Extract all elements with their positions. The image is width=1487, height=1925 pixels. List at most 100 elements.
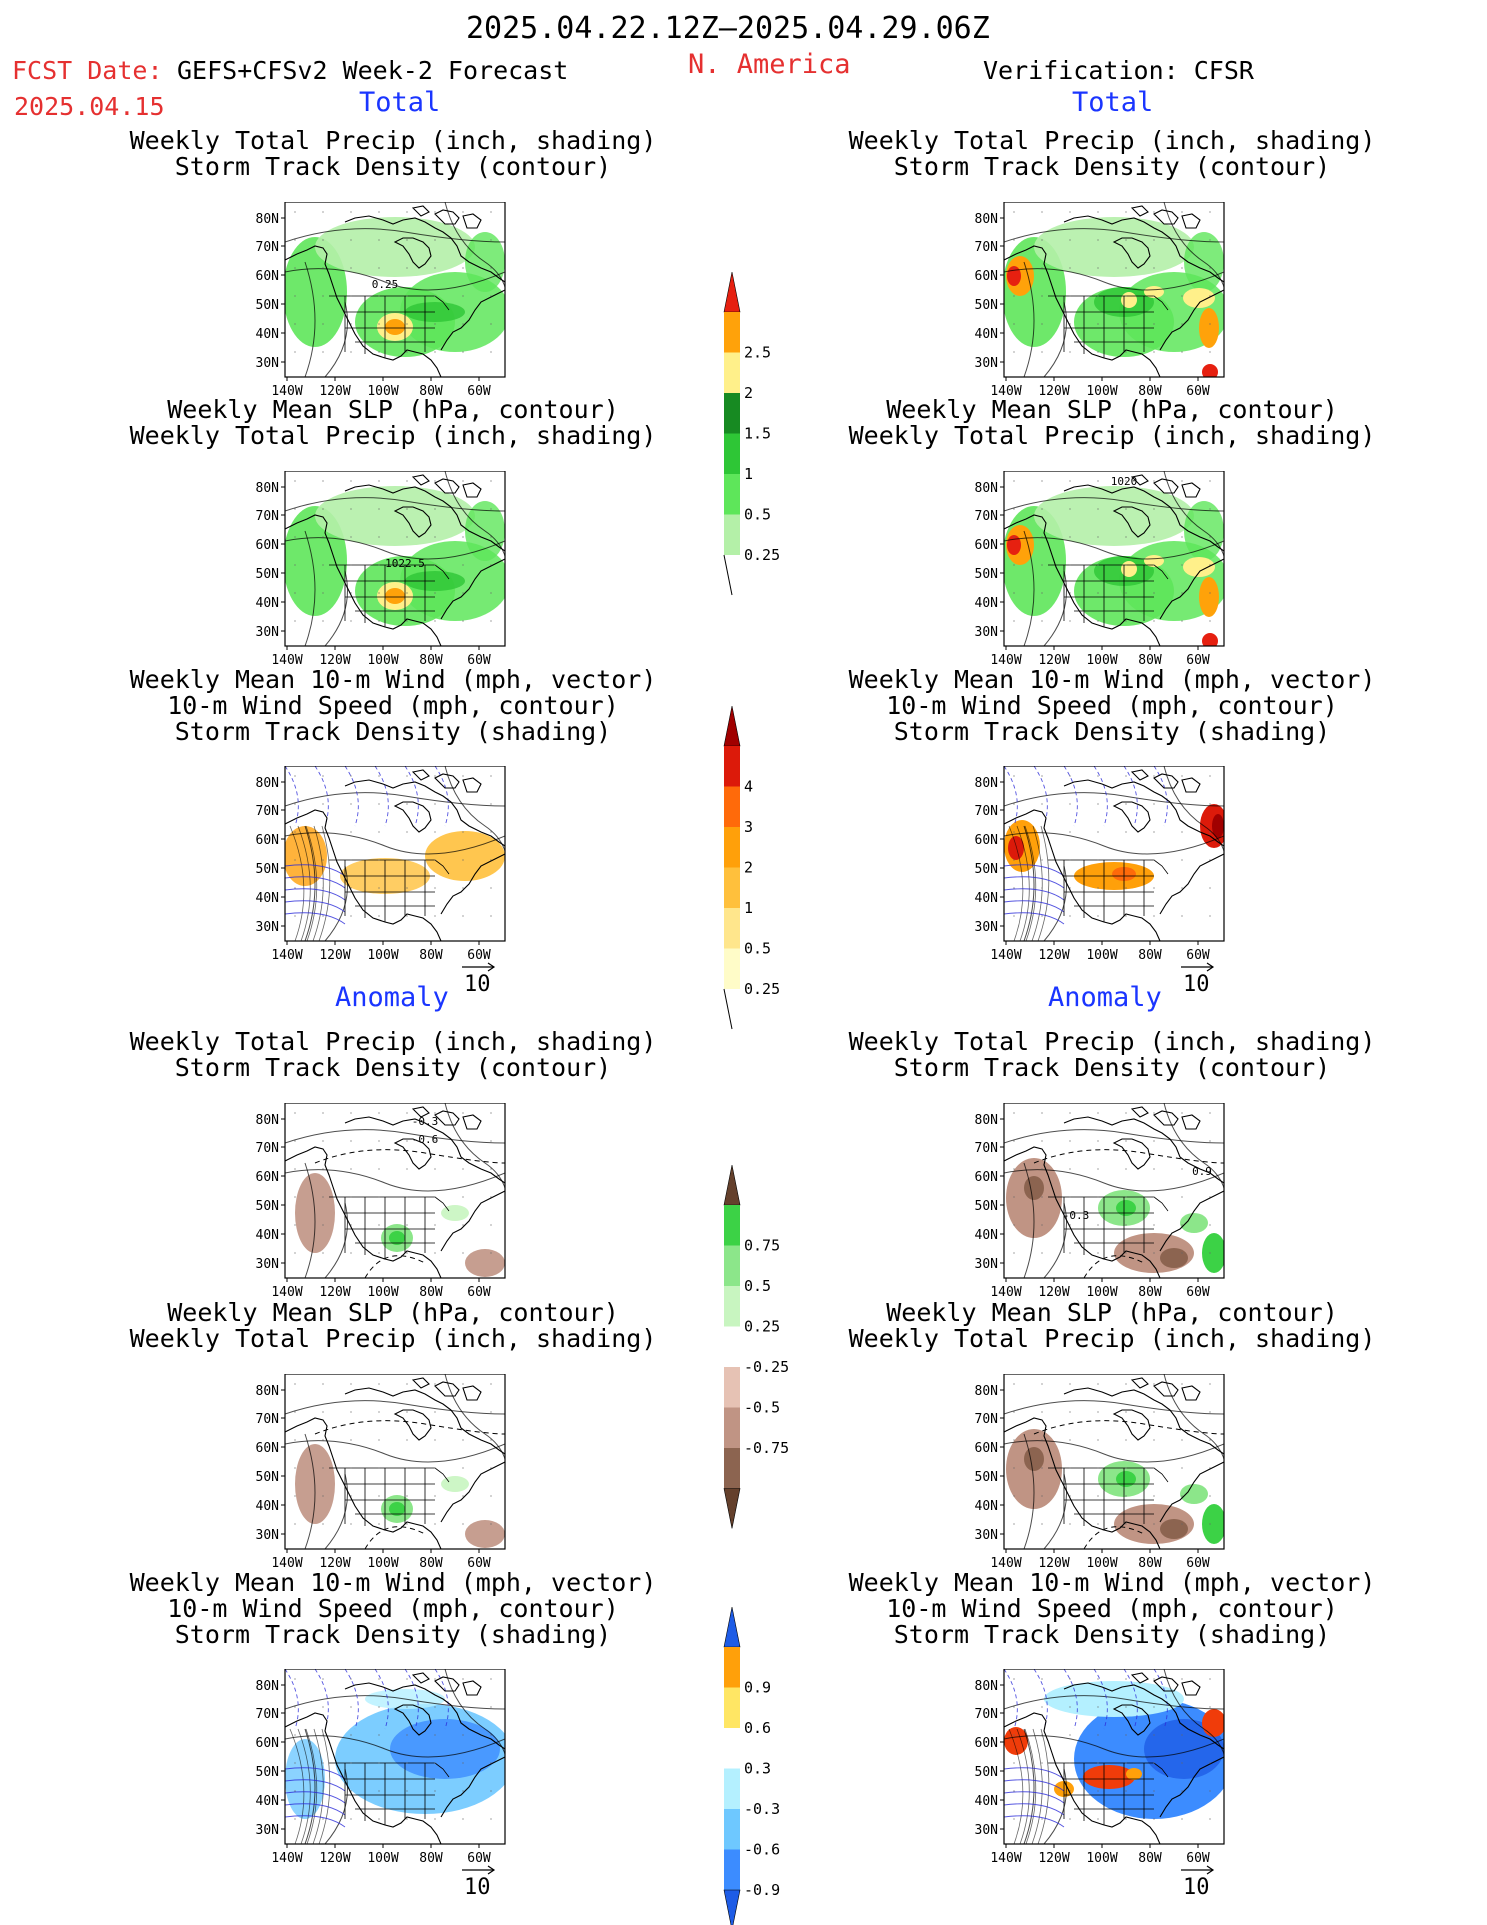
cfsr-total-precip-lat-tick: 60N <box>975 269 998 284</box>
cfsr-anom-precip-lon-tick: 80W <box>1138 1285 1162 1300</box>
storm-anom-colorbar: 0.9 0.6 0.3 -0.3 -0.6 -0.9 <box>723 1606 780 1925</box>
cfsr-total-precip-lat-tick: 40N <box>975 327 998 342</box>
cfsr-anom-precip-lon-tick: 60W <box>1186 1285 1210 1300</box>
cfsr-total-wind-lat-tick: 80N <box>975 776 998 791</box>
precip-anom-colorbar-label: -0.25 <box>744 1358 789 1376</box>
cfsr-total-slp-map: 1020 80N 70N 60N 50N 40N 30N 140W 120W 100W 80W 60W <box>975 471 1225 668</box>
precip-total-colorbar-label: 2 <box>744 384 753 402</box>
precip-total-colorbar-label: 2.5 <box>744 344 771 362</box>
cfsr-anom-wind-title-line-2: 10-m Wind Speed (mph, contour) <box>886 1594 1338 1623</box>
storm-anom-colorbar-label: 0.6 <box>744 1719 771 1737</box>
cfsr-total-wind-lat-tick: 40N <box>975 891 998 906</box>
cfsr-total-precip-lon-tick: 100W <box>1086 384 1117 399</box>
cfsr-anom-precip-lat-tick: 30N <box>975 1257 998 1272</box>
fcst-anom-precip-lat-tick: 80N <box>256 1113 279 1128</box>
fcst-total-slp-lon-tick: 60W <box>467 653 491 668</box>
cfsr-anom-slp-lat-tick: 60N <box>975 1441 998 1456</box>
fcst-anom-wind-lon-tick: 100W <box>367 1851 398 1866</box>
fcst-anom-wind-title-line-3: Storm Track Density (shading) <box>174 1620 612 1649</box>
period-title: 2025.04.22.12Z–2025.04.29.06Z <box>466 11 990 46</box>
cfsr-anomaly-label: Anomaly <box>1048 982 1162 1013</box>
fcst-date-label: FCST Date: <box>12 56 163 85</box>
cfsr-total-slp-contour-label: 1020 <box>1111 475 1138 488</box>
cfsr-total-slp-lat-tick: 40N <box>975 596 998 611</box>
fcst-total-precip-lat-tick: 50N <box>256 298 279 313</box>
fcst-total-slp-lat-tick: 50N <box>256 567 279 582</box>
cfsr-anom-slp-lon-tick: 80W <box>1138 1556 1162 1571</box>
fcst-anom-wind-lat-tick: 30N <box>256 1823 279 1838</box>
cfsr-anom-precip-lat-tick: 80N <box>975 1113 998 1128</box>
fcst-total-slp-lon-tick: 120W <box>319 653 350 668</box>
cfsr-total-slp-lat-tick: 80N <box>975 481 998 496</box>
storm-total-colorbar-label: 1 <box>744 899 753 917</box>
cfsr-anom-slp-lon-tick: 120W <box>1038 1556 1069 1571</box>
storm-total-colorbar-label: 0.25 <box>744 980 780 998</box>
fcst-anom-slp-lon-tick: 120W <box>319 1556 350 1571</box>
storm-anom-colorbar-label: -0.3 <box>744 1800 780 1818</box>
cfsr-anom-precip-lon-tick: 100W <box>1086 1285 1117 1300</box>
precip-anom-colorbar-label: 0.75 <box>744 1237 780 1255</box>
fcst-total-slp-lat-tick: 40N <box>256 596 279 611</box>
fcst-anom-slp-lat-tick: 80N <box>256 1384 279 1399</box>
cfsr-total-wind-lat-tick: 30N <box>975 920 998 935</box>
storm-total-colorbar: 4 3 2 1 0.5 0.25 <box>723 705 780 1030</box>
cfsr-anom-wind-vector-reference: 10 <box>1181 1865 1215 1900</box>
fcst-anom-slp-title-line-1: Weekly Mean SLP (hPa, contour) <box>167 1298 619 1327</box>
fcst-anom-precip-contour-label: -0.6 <box>412 1133 439 1146</box>
fcst-total-precip-map: 0.25 80N 70N 60N 50N 40N 30N 140W 120W 100W 80W 60W <box>256 202 506 399</box>
cfsr-total-precip-lat-tick: 70N <box>975 240 998 255</box>
fcst-total-precip-lat-tick: 70N <box>256 240 279 255</box>
fcst-anom-slp-lat-tick: 30N <box>256 1528 279 1543</box>
cfsr-total-precip-title-line-1: Weekly Total Precip (inch, shading) <box>848 126 1376 155</box>
fcst-anom-precip-contour-label: -0.3 <box>412 1115 439 1128</box>
cfsr-anom-slp-title-line-1: Weekly Mean SLP (hPa, contour) <box>886 1298 1338 1327</box>
fcst-anom-precip-lon-tick: 80W <box>419 1285 443 1300</box>
cfsr-total-precip-title-line-2: Storm Track Density (contour) <box>893 152 1331 181</box>
fcst-total-wind-title-line-2: 10-m Wind Speed (mph, contour) <box>167 691 619 720</box>
fcst-anom-precip-lat-tick: 60N <box>256 1170 279 1185</box>
cfsr-total-wind-lon-tick: 140W <box>990 948 1021 963</box>
cfsr-anom-slp-lat-tick: 50N <box>975 1470 998 1485</box>
fcst-date-value: 2025.04.15 <box>14 92 165 121</box>
cfsr-total-slp-lon-tick: 140W <box>990 653 1021 668</box>
fcst-anom-precip-map: -0.3 -0.6 80N 70N 60N 50N 40N 30N 140W 120W 100W 80… <box>256 1103 506 1300</box>
precip-total-colorbar-label: 1.5 <box>744 425 771 443</box>
fcst-total-precip-lon-tick: 120W <box>319 384 350 399</box>
storm-total-colorbar-label: 3 <box>744 818 753 836</box>
cfsr-anom-slp-title-line-2: Weekly Total Precip (inch, shading) <box>848 1324 1376 1353</box>
fcst-total-wind-title-line-3: Storm Track Density (shading) <box>174 717 612 746</box>
fcst-anom-wind-title-line-1: Weekly Mean 10-m Wind (mph, vector) <box>129 1568 657 1597</box>
storm-total-colorbar-label: 4 <box>744 778 753 796</box>
svg-text:10: 10 <box>1183 972 1210 997</box>
cfsr-anom-slp-lat-tick: 40N <box>975 1499 998 1514</box>
cfsr-anom-wind-lat-tick: 30N <box>975 1823 998 1838</box>
storm-total-colorbar-label: 2 <box>744 859 753 877</box>
fcst-total-precip-lat-tick: 30N <box>256 356 279 371</box>
cfsr-total-precip-lon-tick: 80W <box>1138 384 1162 399</box>
cfsr-total-wind-title-line-3: Storm Track Density (shading) <box>893 717 1331 746</box>
storm-total-colorbar-label: 0.5 <box>744 940 771 958</box>
cfsr-anom-precip-title-line-1: Weekly Total Precip (inch, shading) <box>848 1027 1376 1056</box>
fcst-total-wind-lon-tick: 120W <box>319 948 350 963</box>
fcst-anom-precip-lat-tick: 30N <box>256 1257 279 1272</box>
cfsr-anom-precip-lon-tick: 120W <box>1038 1285 1069 1300</box>
fcst-anom-wind-map: 80N 70N 60N 50N 40N 30N 140W 120W 100W 80W 60W <box>256 1669 506 1866</box>
precip-total-colorbar-label: 0.5 <box>744 506 771 524</box>
cfsr-total-precip-lon-tick: 140W <box>990 384 1021 399</box>
cfsr-total-wind-lat-tick: 50N <box>975 862 998 877</box>
cfsr-anom-wind-lon-tick: 120W <box>1038 1851 1069 1866</box>
fcst-total-wind-lat-tick: 80N <box>256 776 279 791</box>
fcst-total-precip-lat-tick: 80N <box>256 212 279 227</box>
verification-title: Verification: CFSR <box>983 56 1254 85</box>
precip-total-colorbar: 2.5 2 1.5 1 0.5 0.25 <box>723 271 780 596</box>
fcst-anom-wind-lon-tick: 120W <box>319 1851 350 1866</box>
fcst-total-label: Total <box>359 87 441 118</box>
fcst-anom-wind-title-line-2: 10-m Wind Speed (mph, contour) <box>167 1594 619 1623</box>
fcst-anom-precip-lat-tick: 70N <box>256 1141 279 1156</box>
fcst-anom-precip-title-line-2: Storm Track Density (contour) <box>174 1053 612 1082</box>
cfsr-total-wind-lat-tick: 70N <box>975 804 998 819</box>
cfsr-anom-wind-lon-tick: 100W <box>1086 1851 1117 1866</box>
precip-total-colorbar-label: 1 <box>744 465 753 483</box>
cfsr-anom-slp-map: 80N 70N 60N 50N 40N 30N 140W 120W 100W 80W 60W <box>975 1374 1225 1571</box>
